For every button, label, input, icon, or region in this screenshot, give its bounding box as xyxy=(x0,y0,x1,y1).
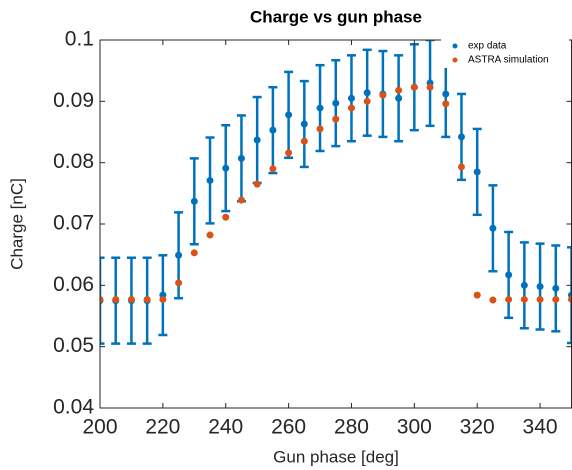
data-point xyxy=(300,120,308,128)
data-point xyxy=(473,168,481,176)
data-point xyxy=(473,291,481,299)
data-point xyxy=(363,97,371,105)
legend-marker xyxy=(452,43,458,49)
data-point xyxy=(410,83,418,91)
data-point xyxy=(206,176,214,184)
data-point xyxy=(505,295,513,303)
data-point xyxy=(190,197,198,205)
data-point xyxy=(222,164,230,172)
y-tick-label: 0.05 xyxy=(53,334,94,357)
x-tick-label: 340 xyxy=(523,416,558,439)
data-point xyxy=(222,213,230,221)
data-point xyxy=(552,295,560,303)
data-point xyxy=(363,89,371,97)
data-point xyxy=(426,83,434,91)
x-tick-label: 260 xyxy=(271,416,306,439)
data-point xyxy=(316,125,324,133)
data-point xyxy=(347,104,355,112)
data-point xyxy=(442,90,450,98)
y-axis-label: Charge [nC] xyxy=(7,178,26,270)
legend-label: ASTRA simulation xyxy=(468,55,549,66)
data-point xyxy=(237,196,245,204)
data-point xyxy=(190,249,198,257)
data-point xyxy=(489,224,497,232)
y-tick-label: 0.06 xyxy=(53,273,94,296)
data-point xyxy=(112,295,120,303)
data-point xyxy=(505,271,513,279)
chart-title: Charge vs gun phase xyxy=(250,7,422,26)
data-point xyxy=(253,180,261,188)
data-point xyxy=(159,295,167,303)
data-point xyxy=(520,295,528,303)
x-tick-label: 200 xyxy=(82,416,117,439)
data-point xyxy=(332,115,340,123)
data-point xyxy=(379,91,387,99)
data-point xyxy=(253,136,261,144)
data-point xyxy=(347,94,355,102)
data-point xyxy=(552,284,560,292)
data-point xyxy=(269,126,277,134)
data-point xyxy=(175,279,183,287)
x-tick-label: 220 xyxy=(145,416,180,439)
x-axis-label: Gun phase [deg] xyxy=(273,447,399,466)
data-point xyxy=(206,231,214,239)
legend-label: exp data xyxy=(468,41,507,52)
y-tick-label: 0.1 xyxy=(65,28,94,51)
y-tick-label: 0.08 xyxy=(53,150,94,173)
data-point xyxy=(395,94,403,102)
y-tick-label: 0.07 xyxy=(53,212,94,235)
data-point xyxy=(332,99,340,107)
data-point xyxy=(457,163,465,171)
data-point xyxy=(395,86,403,94)
data-point xyxy=(442,100,450,108)
data-point xyxy=(127,295,135,303)
data-point xyxy=(143,295,151,303)
legend-marker xyxy=(452,57,458,63)
data-point xyxy=(175,251,183,259)
data-point xyxy=(300,137,308,145)
plot-area xyxy=(100,40,572,345)
legend-box xyxy=(441,38,569,68)
x-tick-label: 320 xyxy=(460,416,495,439)
x-tick-label: 300 xyxy=(397,416,432,439)
data-point xyxy=(237,154,245,162)
data-point xyxy=(100,295,104,303)
data-point xyxy=(269,165,277,173)
data-point xyxy=(536,295,544,303)
data-point xyxy=(520,281,528,289)
data-point xyxy=(489,296,497,304)
x-tick-label: 240 xyxy=(208,416,243,439)
y-tick-label: 0.09 xyxy=(53,89,94,112)
y-tick-label: 0.04 xyxy=(53,396,94,419)
x-tick-label: 280 xyxy=(334,416,369,439)
data-point xyxy=(457,133,465,141)
data-point xyxy=(285,111,293,119)
data-point xyxy=(285,149,293,157)
data-point xyxy=(536,283,544,291)
data-point xyxy=(316,104,324,112)
error-bar xyxy=(100,256,105,345)
